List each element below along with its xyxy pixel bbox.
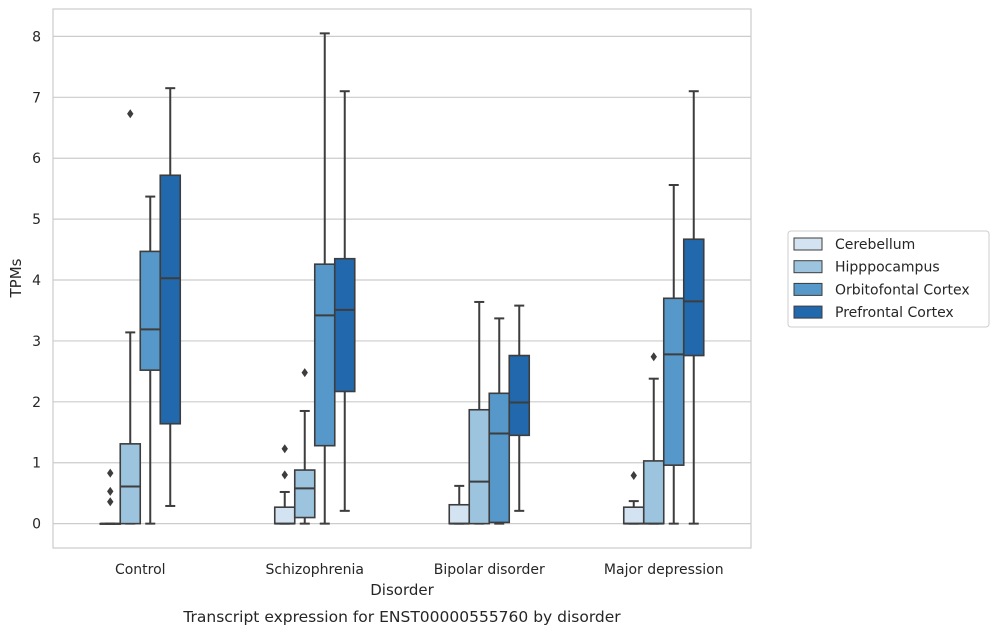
y-tick-labels: 0 1 2 3 4 5 6 7 8 <box>32 29 41 532</box>
box <box>508 354 531 437</box>
box-group <box>662 184 685 525</box>
box-group <box>622 471 645 525</box>
box-group <box>333 90 356 512</box>
box-group <box>273 444 296 525</box>
outlier-point <box>127 109 134 119</box>
legend-swatch <box>793 260 823 274</box>
chart-caption: Transcript expression for ENST0000055576… <box>182 608 621 626</box>
outlier-point <box>107 486 114 496</box>
x-axis-label: Disorder <box>370 581 434 599</box>
box-group <box>313 32 336 525</box>
legend-label: Hipppocampus <box>835 260 940 276</box>
x-tick-labels: Control Schizophrenia Bipolar disorder Majo… <box>115 562 724 578</box>
outlier-point <box>301 368 308 378</box>
outlier-point <box>107 497 114 507</box>
box <box>119 443 142 525</box>
box-group <box>159 87 182 507</box>
box-group <box>119 109 142 525</box>
y-tick-label: 4 <box>32 273 41 289</box>
y-tick-label: 6 <box>32 151 41 167</box>
plot-frame <box>52 8 752 549</box>
box-group <box>99 468 122 525</box>
y-tick-label: 2 <box>32 395 41 411</box>
y-tick-label: 0 <box>32 517 41 533</box>
x-tick-label: Control <box>115 562 166 578</box>
box <box>159 174 182 425</box>
boxes <box>99 32 705 525</box>
x-tick-label: Schizophrenia <box>266 562 364 578</box>
legend-label: Prefrontal Cortex <box>835 305 954 321</box>
box-group <box>488 317 511 525</box>
box <box>293 469 316 519</box>
outlier-point <box>630 471 637 481</box>
y-tick-label: 1 <box>32 456 41 472</box>
box <box>682 238 705 357</box>
box <box>448 503 471 525</box>
box-group <box>139 195 162 525</box>
y-tick-label: 7 <box>32 90 41 106</box>
y-tick-label: 5 <box>32 212 41 228</box>
box <box>488 392 511 524</box>
legend-swatch <box>793 237 823 251</box>
outlier-point <box>281 444 288 454</box>
y-axis-label: TPMs <box>7 258 25 298</box>
outlier-point <box>107 468 114 478</box>
outlier-point <box>281 470 288 480</box>
box-group <box>682 90 705 525</box>
x-tick-label: Bipolar disorder <box>434 562 545 578</box>
box <box>622 506 645 525</box>
box-group <box>642 352 665 525</box>
box <box>273 506 296 525</box>
box <box>662 297 685 466</box>
x-tick-label: Major depression <box>604 562 724 578</box>
y-tick-label: 3 <box>32 334 41 350</box>
legend-swatch <box>793 305 823 319</box>
box <box>333 257 356 393</box>
box <box>313 263 336 447</box>
box <box>139 250 162 371</box>
box-group <box>508 304 531 512</box>
outlier-point <box>650 352 657 362</box>
legend: Cerebellum Hipppocampus Orbitofontal Corte… <box>787 230 990 328</box>
y-tick-label: 8 <box>32 29 41 45</box>
box <box>468 408 491 525</box>
legend-label: Cerebellum <box>835 237 915 253</box>
box-group <box>448 484 471 525</box>
legend-frame <box>787 230 990 328</box>
box <box>642 460 665 525</box>
box-group <box>468 300 491 525</box>
legend-swatch <box>793 282 823 296</box>
box-group <box>293 368 316 525</box>
legend-label: Orbitofontal Cortex <box>835 282 970 298</box>
